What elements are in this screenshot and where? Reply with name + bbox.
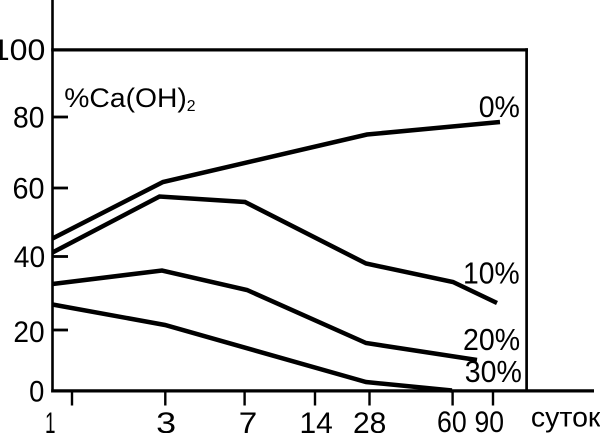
svg-text:20%: 20% xyxy=(463,322,520,357)
svg-text:0%: 0% xyxy=(479,91,520,124)
svg-text:28: 28 xyxy=(353,407,386,433)
svg-text:60: 60 xyxy=(13,172,45,205)
svg-text:20: 20 xyxy=(13,316,44,349)
svg-text:60: 60 xyxy=(437,406,467,433)
svg-text:10%: 10% xyxy=(463,256,520,290)
svg-text:3: 3 xyxy=(156,407,176,433)
svg-text:1: 1 xyxy=(45,407,56,433)
svg-text:0: 0 xyxy=(29,375,44,408)
svg-text:100: 100 xyxy=(0,34,45,67)
svg-text:7: 7 xyxy=(239,407,258,433)
svg-text:30%: 30% xyxy=(465,354,522,389)
svg-text:2: 2 xyxy=(187,98,196,115)
svg-text:80: 80 xyxy=(13,102,44,135)
svg-text:%Ca(OH): %Ca(OH) xyxy=(64,83,187,113)
svg-text:90: 90 xyxy=(475,406,505,433)
svg-text:40: 40 xyxy=(14,241,45,274)
svg-text:суток: суток xyxy=(531,401,600,432)
svg-text:14: 14 xyxy=(300,407,333,433)
